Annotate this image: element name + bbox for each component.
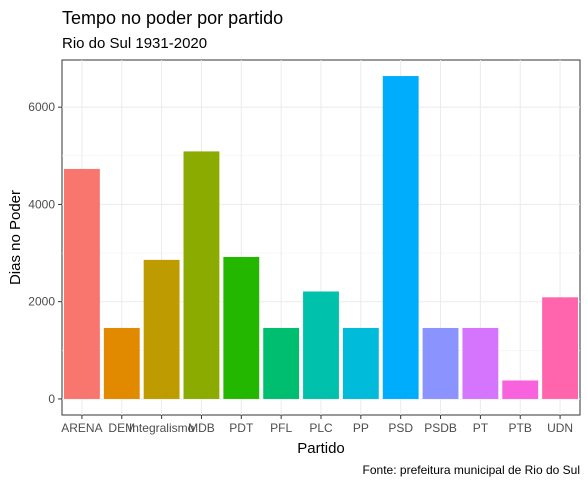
x-tick-label: PTB	[509, 421, 532, 435]
x-tick-label: PSDB	[424, 421, 457, 435]
bar-pp	[342, 327, 379, 399]
bar-mdb	[183, 151, 220, 399]
bar-plc	[303, 291, 339, 399]
x-tick-label: PFL	[270, 421, 292, 435]
y-tick-label: 2000	[28, 295, 55, 309]
bars	[63, 76, 579, 399]
y-tick-label: 0	[48, 392, 55, 406]
x-tick-label: PLC	[309, 421, 333, 435]
bar-integralismo	[143, 259, 180, 399]
bar-pfl	[263, 327, 300, 399]
chart-title: Tempo no poder por partido	[62, 8, 283, 28]
x-tick-label: ARENA	[61, 421, 102, 435]
y-tick-label: 4000	[28, 197, 55, 211]
x-tick-label: PP	[353, 421, 369, 435]
bar-arena	[63, 168, 100, 399]
x-axis-label: Partido	[297, 440, 345, 457]
x-tick-label: PT	[473, 421, 489, 435]
bar-psdb	[422, 327, 459, 399]
y-axis-label: Dias no Poder	[7, 190, 24, 285]
x-tick-label: PDT	[229, 421, 254, 435]
x-tick-label: Integralismo	[129, 421, 195, 435]
bar-psd	[382, 76, 419, 399]
bar-udn	[542, 297, 579, 399]
x-tick-label: MDB	[188, 421, 215, 435]
y-tick-label: 6000	[28, 100, 55, 114]
bar-pt	[462, 327, 499, 399]
x-tick-label: PSD	[388, 421, 413, 435]
chart-subtitle: Rio do Sul 1931-2020	[62, 35, 207, 52]
x-tick-label: DEM	[108, 421, 135, 435]
bar-pdt	[223, 256, 260, 399]
chart-caption: Fonte: prefeitura municipal de Rio do Su…	[363, 463, 580, 477]
bar-dem	[103, 327, 140, 399]
bar-ptb	[502, 380, 539, 399]
x-tick-label: UDN	[547, 421, 573, 435]
